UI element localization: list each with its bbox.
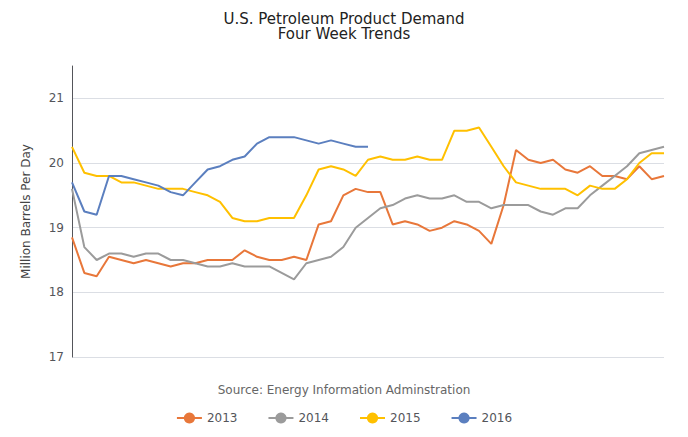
svg-text:Four Week Trends: Four Week Trends [278, 25, 411, 43]
svg-text:21: 21 [49, 91, 64, 105]
svg-text:U.S. Petroleum Product Demand: U.S. Petroleum Product Demand [223, 9, 465, 28]
svg-text:2014: 2014 [298, 411, 329, 425]
svg-text:Source: Energy Information Adm: Source: Energy Information Adminstration [218, 383, 471, 397]
svg-text:2016: 2016 [482, 411, 513, 425]
svg-text:2013: 2013 [207, 411, 238, 425]
svg-text:20: 20 [49, 156, 64, 170]
svg-text:2015: 2015 [390, 411, 421, 425]
svg-text:18: 18 [49, 285, 64, 299]
svg-text:17: 17 [49, 350, 64, 364]
svg-text:Million Barrels Per Day: Million Barrels Per Day [19, 144, 33, 279]
svg-text:19: 19 [49, 221, 64, 235]
